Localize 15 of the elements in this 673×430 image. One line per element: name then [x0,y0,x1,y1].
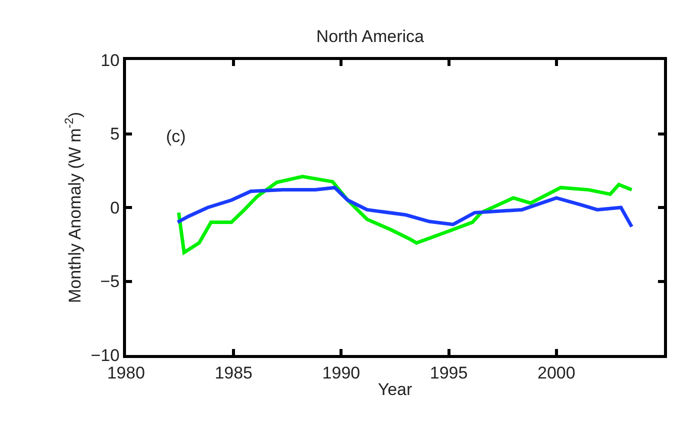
y-tick-label: −10 [90,346,120,365]
x-tick-label: 1990 [322,363,360,382]
x-tick-label: 1980 [107,363,145,382]
x-axis-title: Year [378,380,413,399]
chart-title: North America [316,27,425,46]
x-tick-label: 1995 [430,363,468,382]
y-tick-label: 0 [110,198,120,218]
annotation: (c) [166,127,186,146]
y-tick-label: 10 [100,50,120,70]
x-tick-label: 1985 [214,363,253,382]
y-tick-label: −5 [100,272,120,292]
line-series [176,174,634,254]
line-series [176,186,634,228]
x-tick-label: 2000 [537,363,576,382]
y-tick-label: 5 [110,124,120,144]
